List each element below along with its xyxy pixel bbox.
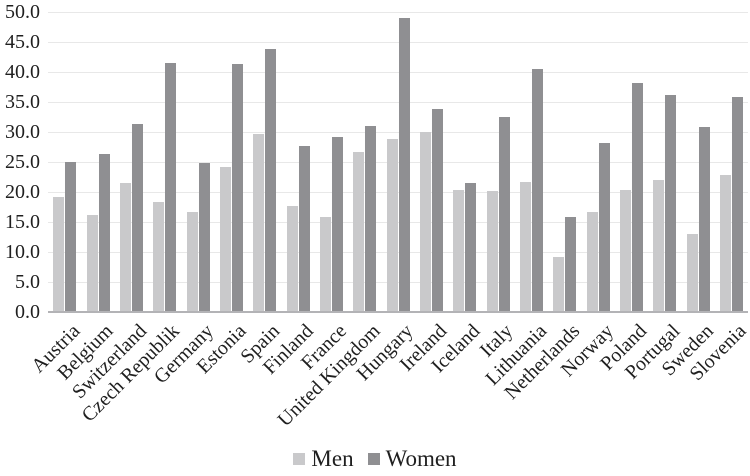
bar-women-spain bbox=[265, 49, 277, 312]
bar-men-hungary bbox=[386, 139, 398, 312]
bar-women-slovenia bbox=[731, 97, 743, 312]
bar-men-poland bbox=[619, 190, 631, 312]
bar-women-united-kingdom bbox=[365, 126, 377, 312]
legend-swatch-men-icon bbox=[293, 453, 306, 465]
y-axis-tick-label: 20.0 bbox=[5, 181, 40, 203]
bar-women-netherlands bbox=[565, 216, 577, 312]
bar-men-netherlands bbox=[553, 256, 565, 312]
gridline-20 bbox=[48, 191, 748, 193]
y-axis-tick-label: 30.0 bbox=[5, 121, 40, 143]
bar-women-germany bbox=[198, 162, 210, 312]
bar-men-portugal bbox=[653, 180, 665, 312]
gridline-30 bbox=[48, 131, 748, 133]
bar-men-czech-republik bbox=[153, 201, 165, 312]
bar-men-germany bbox=[186, 211, 198, 312]
bar-women-france bbox=[331, 137, 343, 312]
bar-women-estonia bbox=[231, 64, 243, 312]
bar-men-spain bbox=[253, 133, 265, 312]
gridline-10 bbox=[48, 251, 748, 253]
bar-women-sweden bbox=[698, 127, 710, 312]
gridline-5 bbox=[48, 281, 748, 283]
legend: Men Women bbox=[0, 446, 750, 472]
gridline-25 bbox=[48, 161, 748, 163]
y-axis-tick-label: 40.0 bbox=[5, 61, 40, 83]
x-axis-line bbox=[48, 311, 748, 313]
bar-men-france bbox=[319, 216, 331, 312]
legend-label-men: Men bbox=[311, 446, 354, 471]
bar-women-portugal bbox=[665, 95, 677, 312]
legend-label-women: Women bbox=[385, 446, 457, 471]
y-axis-tick-label: 25.0 bbox=[5, 151, 40, 173]
bar-men-italy bbox=[486, 190, 498, 312]
y-axis-tick-label: 0.0 bbox=[15, 301, 40, 323]
bar-women-iceland bbox=[465, 183, 477, 312]
bar-men-estonia bbox=[219, 167, 231, 312]
bar-women-austria bbox=[65, 162, 77, 312]
bar-women-czech-republik bbox=[165, 63, 177, 312]
y-axis-tick-label: 35.0 bbox=[5, 91, 40, 113]
y-axis-tick-label: 45.0 bbox=[5, 31, 40, 53]
bar-men-united-kingdom bbox=[353, 152, 365, 312]
bar-women-lithuania bbox=[531, 69, 543, 312]
bar-men-norway bbox=[586, 211, 598, 312]
gridline-45 bbox=[48, 41, 748, 43]
bar-men-sweden bbox=[686, 234, 698, 312]
gridline-40 bbox=[48, 71, 748, 73]
bar-women-poland bbox=[631, 83, 643, 312]
legend-swatch-women-icon bbox=[367, 453, 380, 465]
y-axis-tick-label: 15.0 bbox=[5, 211, 40, 233]
bar-men-ireland bbox=[419, 132, 431, 312]
legend-item-women: Women bbox=[367, 446, 457, 472]
bar-men-slovenia bbox=[719, 174, 731, 312]
bar-women-hungary bbox=[398, 18, 410, 312]
bar-men-switzerland bbox=[119, 183, 131, 312]
bar-women-norway bbox=[598, 142, 610, 312]
bar-women-belgium bbox=[98, 154, 110, 312]
y-axis-tick-label: 50.0 bbox=[5, 1, 40, 23]
bar-women-switzerland bbox=[131, 124, 143, 312]
bar-men-lithuania bbox=[519, 181, 531, 312]
bar-women-italy bbox=[498, 117, 510, 312]
bar-men-finland bbox=[286, 206, 298, 312]
y-axis-tick-label: 5.0 bbox=[15, 271, 40, 293]
bar-men-belgium bbox=[86, 214, 98, 312]
gridline-35 bbox=[48, 101, 748, 103]
gridline-15 bbox=[48, 221, 748, 223]
bar-men-iceland bbox=[453, 189, 465, 312]
gridline-50 bbox=[48, 11, 748, 13]
bar-women-finland bbox=[298, 145, 310, 312]
bar-men-austria bbox=[53, 197, 65, 312]
y-axis-tick-label: 10.0 bbox=[5, 241, 40, 263]
bar-women-ireland bbox=[431, 109, 443, 312]
legend-item-men: Men bbox=[293, 446, 354, 472]
